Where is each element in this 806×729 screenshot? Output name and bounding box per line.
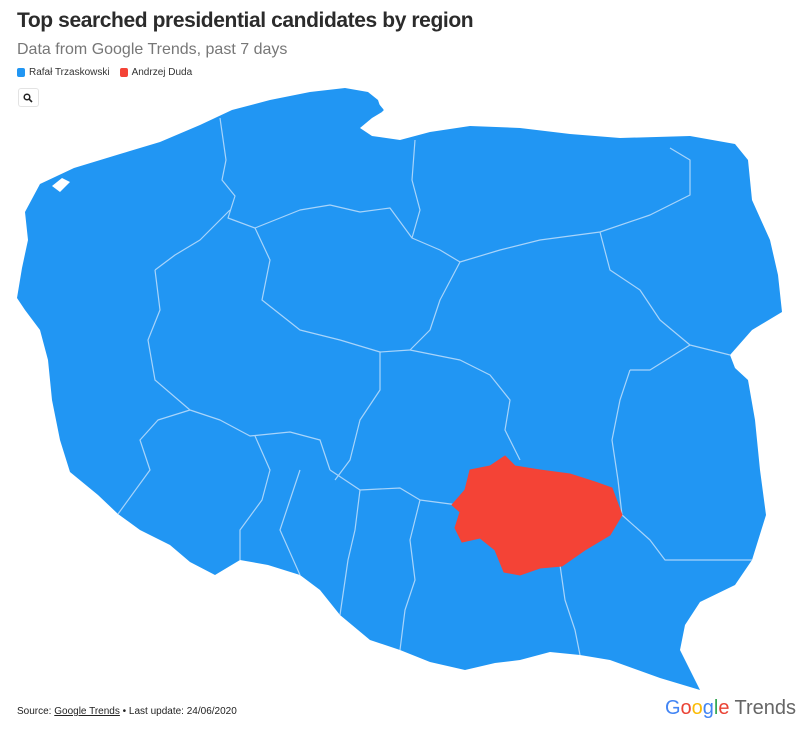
footer-source-prefix: Source: — [17, 706, 55, 717]
footer-update: • Last update: 24/06/2020 — [119, 706, 237, 717]
footer: Source: Google Trends • Last update: 24/… — [17, 706, 237, 717]
search-icon — [23, 92, 33, 103]
page-title: Top searched presidential candidates by … — [17, 9, 474, 32]
map-region-swietokrzyskie[interactable] — [451, 455, 623, 576]
map-lagoon — [52, 178, 70, 192]
brand-trends: Trends — [734, 697, 796, 719]
map-country-fill[interactable] — [17, 88, 782, 690]
region-borders — [117, 117, 752, 656]
brand-google: Google — [664, 697, 730, 719]
legend-label: Andrzej Duda — [131, 67, 193, 78]
legend-item-duda[interactable]: Andrzej Duda — [119, 67, 193, 78]
page-subtitle: Data from Google Trends, past 7 days — [17, 41, 288, 58]
legend-item-trzaskowski[interactable]: Rafał Trzaskowski — [17, 67, 110, 78]
legend-swatch — [119, 68, 128, 77]
google-trends-logo: Google Trends — [665, 697, 796, 720]
legend-swatch — [17, 68, 25, 77]
source-link[interactable]: Google Trends — [54, 706, 120, 717]
map-search-button[interactable] — [18, 88, 39, 107]
map-peninsula — [350, 90, 384, 112]
legend-label: Rafał Trzaskowski — [29, 67, 110, 78]
legend: Rafał Trzaskowski Andrzej Duda — [17, 67, 192, 78]
